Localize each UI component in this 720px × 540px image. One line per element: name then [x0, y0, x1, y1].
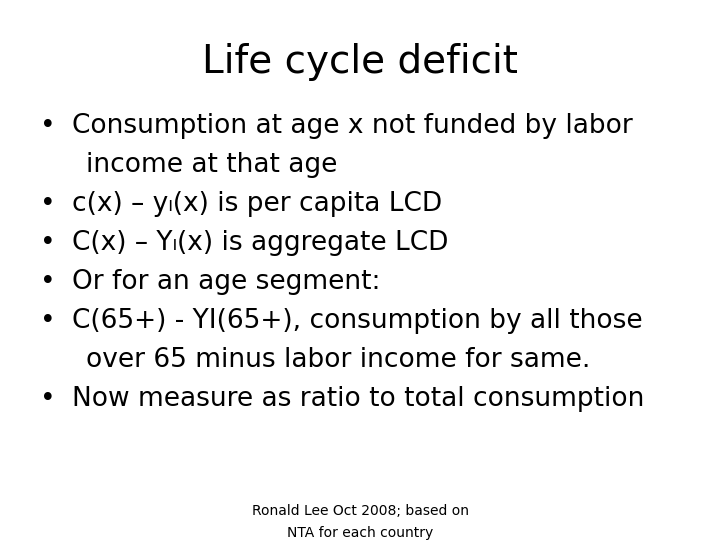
- Text: c(x) – yₗ(x) is per capita LCD: c(x) – yₗ(x) is per capita LCD: [72, 191, 442, 217]
- Text: •: •: [40, 230, 55, 256]
- Text: Or for an age segment:: Or for an age segment:: [72, 269, 380, 295]
- Text: •: •: [40, 269, 55, 295]
- Text: Now measure as ratio to total consumption: Now measure as ratio to total consumptio…: [72, 386, 644, 411]
- Text: NTA for each country: NTA for each country: [287, 526, 433, 540]
- Text: •: •: [40, 191, 55, 217]
- Text: over 65 minus labor income for same.: over 65 minus labor income for same.: [86, 347, 591, 373]
- Text: C(65+) - YI(65+), consumption by all those: C(65+) - YI(65+), consumption by all tho…: [72, 308, 643, 334]
- Text: C(x) – Yₗ(x) is aggregate LCD: C(x) – Yₗ(x) is aggregate LCD: [72, 230, 449, 256]
- Text: Consumption at age x not funded by labor: Consumption at age x not funded by labor: [72, 113, 633, 139]
- Text: •: •: [40, 386, 55, 411]
- Text: income at that age: income at that age: [86, 152, 338, 178]
- Text: Ronald Lee Oct 2008; based on: Ronald Lee Oct 2008; based on: [251, 504, 469, 518]
- Text: •: •: [40, 113, 55, 139]
- Text: Life cycle deficit: Life cycle deficit: [202, 43, 518, 81]
- Text: •: •: [40, 308, 55, 334]
